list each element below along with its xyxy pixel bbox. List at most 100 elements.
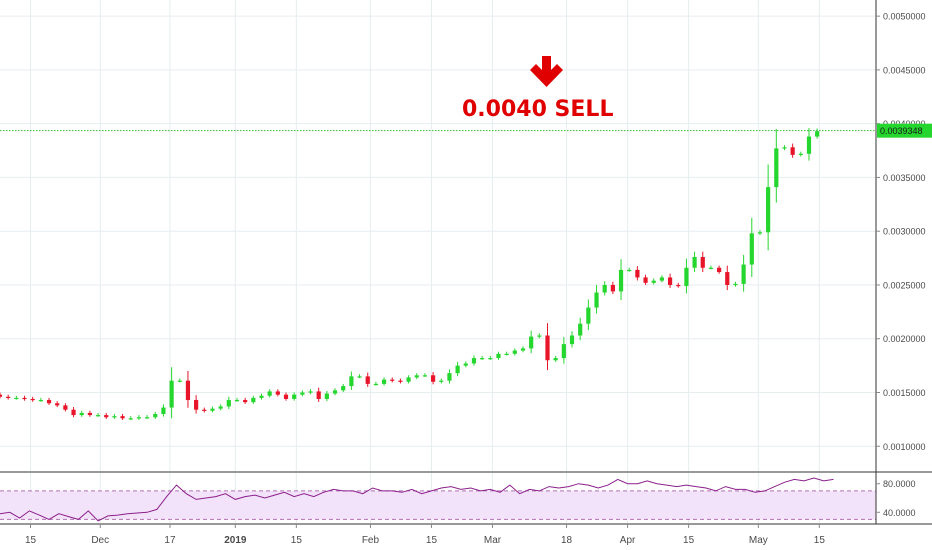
candle-down [30,396,35,402]
candle-up [578,317,583,341]
candle-up [504,351,509,356]
candle-up [332,388,338,396]
time-tick-label: May [749,535,768,546]
current-price-badge-bg [877,123,932,138]
candle-body [202,409,207,411]
candle-down [87,410,92,417]
candle-up [806,127,812,161]
candle-body [749,233,754,265]
rsi-tick-label: 40.0000 [883,508,916,518]
candle-up [627,267,632,272]
candle-body [87,412,92,416]
annotation: 0.0040 SELL [462,56,613,122]
time-tick-label: 15 [291,535,303,546]
candle-up [455,361,460,377]
candle-body [594,292,599,308]
candle-down [316,387,321,402]
candle-up [496,351,501,360]
candle-body [790,147,795,155]
candle-up [136,415,142,421]
candle-down [643,274,648,285]
candle-body [292,394,297,399]
candle-down [194,395,199,414]
time-tick-label: 15 [814,535,826,546]
candle-body [676,284,681,287]
candle-body [569,335,575,345]
rsi-band [0,490,876,520]
candle-body [22,397,27,400]
candle-body [463,363,468,366]
candle-body [692,257,697,268]
candle-up [259,393,264,400]
candle-up [520,346,526,353]
candle-up [782,145,787,151]
candle-up [153,411,158,419]
candle-body [120,416,125,419]
time-tick-label: 17 [164,535,176,546]
price-tick-label: 0.0050000 [883,12,926,22]
candle-up [218,404,223,411]
annotation-text: 0.0040 SELL [462,97,613,122]
candle-up [267,389,272,398]
candle-up [210,406,215,413]
candle-down [365,372,370,387]
candle-down [676,282,681,288]
time-tick-label: 15 [426,535,438,546]
candle-down [610,281,615,294]
candle-up [651,278,656,285]
candle-body [684,267,689,287]
candle-down [120,414,125,421]
candle-body [6,396,11,399]
candle-body [218,406,223,409]
candle-up [798,151,803,157]
candle-up [38,397,43,402]
candle-up [292,392,297,401]
candle-body [251,397,256,403]
candle-body [381,379,387,384]
candle-body [259,395,264,398]
candle-down [635,266,640,281]
time-tick-label: 15 [683,535,695,546]
candle-body [798,153,803,155]
candle-body [643,277,648,283]
candle-up [586,299,591,331]
candle-body [488,358,493,360]
candle-up [488,355,493,360]
candle-up [381,377,387,386]
candle-body [529,336,534,349]
rsi-line [0,477,834,522]
candle-up [553,355,558,362]
time-tick-label: Feb [362,535,380,546]
candle-up [774,129,779,203]
rsi-panel [0,477,876,522]
candle-body [316,391,321,399]
candle-body [512,350,517,354]
candle-up [480,355,485,360]
candle-body [300,392,305,395]
candle-down [398,378,403,384]
candle-body [766,187,771,233]
candle-up [169,367,174,419]
current-price-label: 0.0039348 [880,126,923,136]
candle-down [104,412,109,419]
candle-body [71,409,76,416]
current-price-badge: 0.0039348 [877,123,932,138]
candle-body [38,400,43,402]
candle-up [594,284,599,314]
candle-down [545,323,550,371]
candle-up [161,404,166,417]
candle-body [136,417,142,419]
candle-body [414,375,419,378]
candle-body [349,376,354,387]
candle-body [267,391,272,396]
candle-up [602,281,607,296]
candle-body [553,358,558,361]
candle-down [275,389,280,397]
candle-down [55,401,60,408]
candle-body [815,131,820,137]
candle-body [283,394,289,399]
candle-body [618,269,624,292]
candle-body [63,405,68,410]
candle-body [390,379,395,381]
